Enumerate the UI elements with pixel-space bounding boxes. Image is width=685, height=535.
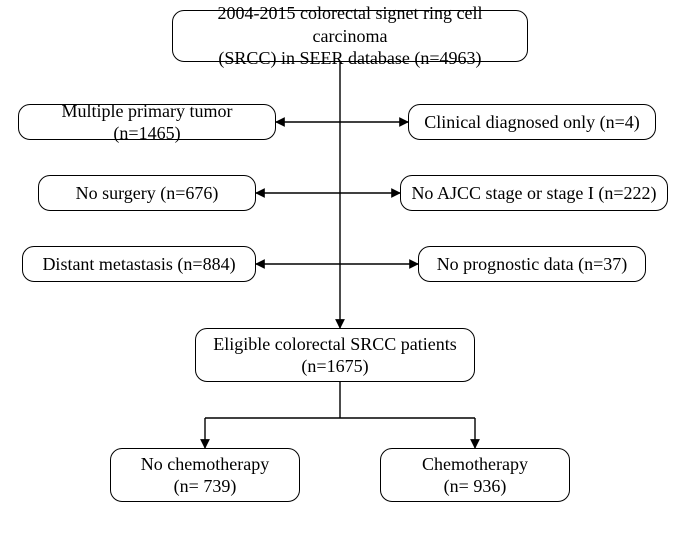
node-exclusion-no-prognostic: No prognostic data (n=37) — [418, 246, 646, 282]
node-start-line1: 2004-2015 colorectal signet ring cell ca… — [181, 2, 519, 47]
node-exclusion-no-ajcc: No AJCC stage or stage I (n=222) — [400, 175, 668, 211]
line2: (n= 739) — [174, 475, 237, 498]
node-exclusion-distant-metastasis: Distant metastasis (n=884) — [22, 246, 256, 282]
line1: Chemotherapy — [422, 453, 528, 476]
line2: (n= 936) — [444, 475, 507, 498]
label: Distant metastasis (n=884) — [42, 253, 235, 276]
node-eligible-line2: (n=1675) — [301, 355, 368, 378]
label: Clinical diagnosed only (n=4) — [424, 111, 640, 134]
node-start: 2004-2015 colorectal signet ring cell ca… — [172, 10, 528, 62]
line1: No chemotherapy — [141, 453, 269, 476]
label: No surgery (n=676) — [76, 182, 219, 205]
node-chemotherapy: Chemotherapy (n= 936) — [380, 448, 570, 502]
node-eligible-line1: Eligible colorectal SRCC patients — [213, 333, 456, 356]
label: Multiple primary tumor (n=1465) — [27, 100, 267, 145]
node-exclusion-clinical-diagnosed: Clinical diagnosed only (n=4) — [408, 104, 656, 140]
label: No AJCC stage or stage I (n=222) — [411, 182, 656, 205]
node-start-line2: (SRCC) in SEER database (n=4963) — [218, 47, 481, 70]
node-eligible: Eligible colorectal SRCC patients (n=167… — [195, 328, 475, 382]
node-exclusion-no-surgery: No surgery (n=676) — [38, 175, 256, 211]
node-exclusion-multiple-primary: Multiple primary tumor (n=1465) — [18, 104, 276, 140]
node-no-chemotherapy: No chemotherapy (n= 739) — [110, 448, 300, 502]
label: No prognostic data (n=37) — [437, 253, 628, 276]
